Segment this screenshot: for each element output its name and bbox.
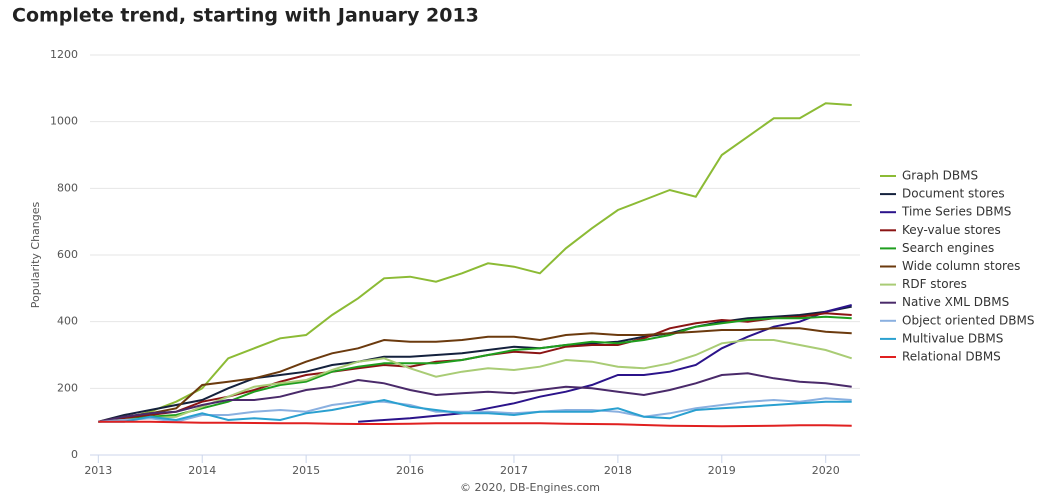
x-tick-label: 2018 [604,464,632,477]
credit: © 2020, DB-Engines.com [460,481,600,494]
y-tick-label: 0 [71,448,78,461]
x-tick-label: 2013 [84,464,112,477]
x-tick-label: 2014 [188,464,216,477]
y-tick-label: 1200 [50,48,78,61]
x-tick-label: 2016 [396,464,424,477]
x-tick-label: 2019 [708,464,736,477]
y-tick-label: 600 [57,248,78,261]
series-line [98,315,852,423]
y-axis-label: Popularity Changes [29,201,42,308]
series-line [98,327,852,423]
legend-label: Object oriented DBMS [902,313,1034,327]
legend-label: Native XML DBMS [902,295,1009,309]
x-tick-label: 2020 [812,464,840,477]
series-line [98,420,852,428]
series-line [98,339,853,423]
series-line [98,372,852,423]
y-tick-label: 400 [57,315,78,328]
x-tick-label: 2017 [500,464,528,477]
legend-label: Graph DBMS [902,169,978,183]
series-line [98,397,852,423]
legend-label: RDF stores [902,277,967,291]
legend-label: Time Series DBMS [901,205,1011,219]
series-line [98,398,852,423]
series-line [98,102,852,423]
legend-label: Wide column stores [902,259,1020,273]
legend-label: Relational DBMS [902,350,1001,364]
x-tick-label: 2015 [292,464,320,477]
legend-label: Multivalue DBMS [902,331,1003,345]
y-tick-label: 800 [57,181,78,194]
y-tick-label: 200 [57,381,78,394]
chart-title: Complete trend, starting with January 20… [12,5,479,27]
legend-label: Search engines [902,241,994,255]
legend-label: Document stores [902,187,1005,201]
series-line [98,305,852,423]
legend-label: Key-value stores [902,223,1001,237]
y-tick-label: 1000 [50,115,78,128]
